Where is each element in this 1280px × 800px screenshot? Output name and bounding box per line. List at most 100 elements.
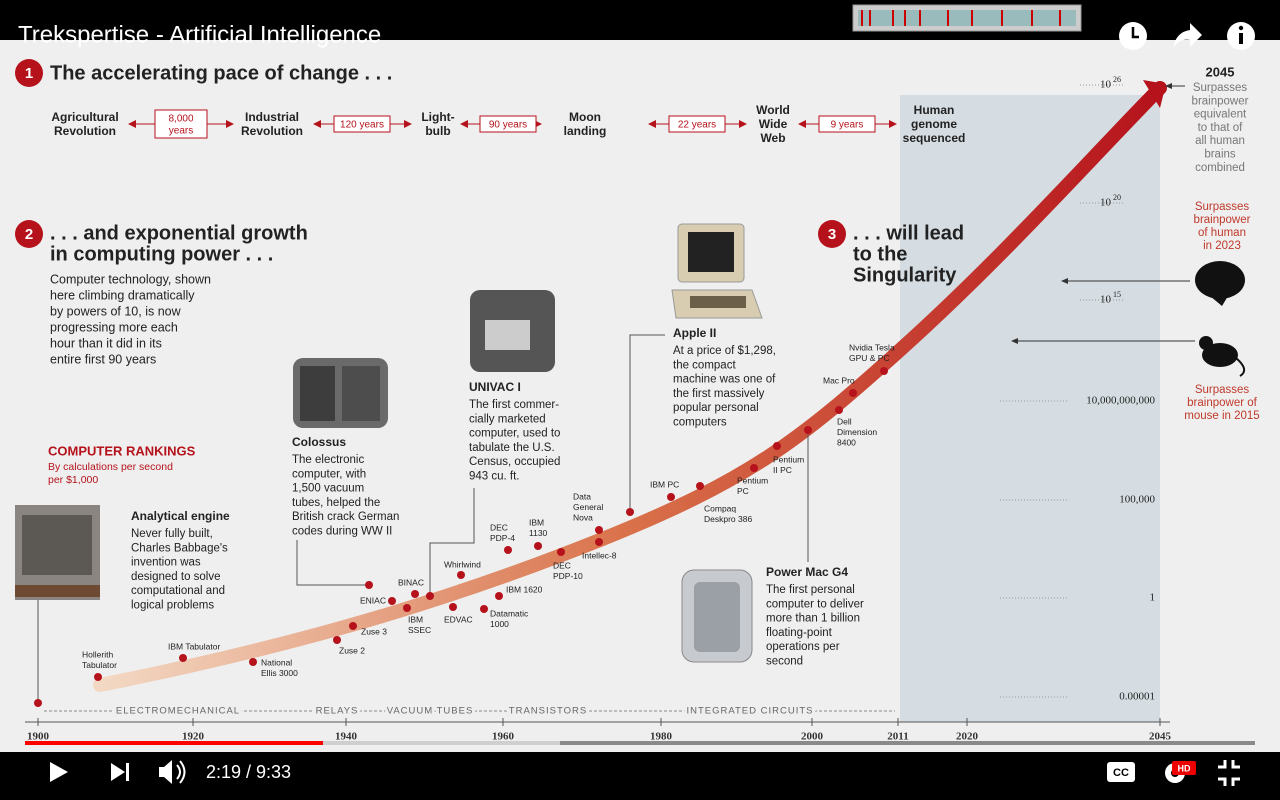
milestone: Industrial [245, 110, 299, 124]
interval-label: 90 years [489, 120, 527, 131]
callout-body: tubes, helped the [292, 497, 380, 509]
callout-name: Analytical engine [131, 509, 230, 523]
milestone-label: II PC [773, 465, 792, 475]
milestone-dot [333, 636, 341, 644]
callout-body: At a price of $1,298, [673, 345, 776, 357]
milestone: World [756, 103, 790, 117]
interval-box [668, 115, 726, 133]
milestone-dot [249, 658, 257, 666]
forecast-text: brainpower of [1187, 397, 1257, 409]
milestone-label: Dell [837, 416, 852, 426]
milestone: Wide [759, 117, 788, 131]
milestone-label: IBM [408, 614, 423, 624]
progress-played [25, 741, 323, 745]
callout-body: computer, used to [469, 428, 560, 440]
progress-track[interactable] [25, 741, 1255, 745]
milestone-label: GPU & PC [849, 353, 890, 363]
era-label: TRANSISTORS [509, 706, 587, 717]
y-axis-exponent: 26 [1113, 75, 1121, 84]
section-badge [15, 220, 43, 248]
era-label: INTEGRATED CIRCUITS [686, 706, 813, 717]
section-badge [818, 220, 846, 248]
time-display: 2:19 / 9:33 [206, 762, 291, 782]
settings-button[interactable] [1165, 761, 1196, 783]
milestone-dot [667, 493, 675, 501]
callout-body: The electronic [292, 454, 364, 466]
milestone-label: Nvidia Tesla [849, 342, 895, 352]
section-heading: to the [853, 243, 907, 265]
callout-body: cially marketed [469, 413, 546, 425]
volume-button[interactable] [159, 760, 186, 784]
milestone-label: Data [573, 491, 591, 501]
milestone-dot [557, 548, 565, 556]
callout-body: 943 cu. ft. [469, 471, 520, 483]
milestone-dot [179, 654, 187, 662]
milestone-label: BINAC [398, 577, 424, 587]
milestone-dot [835, 406, 843, 414]
milestone-label: SSEC [408, 625, 431, 635]
y-axis-label: 10 [1100, 79, 1112, 91]
rankings-subtitle: per $1,000 [48, 474, 98, 486]
milestone-label: Ellis 3000 [261, 668, 298, 678]
era-label: ELECTROMECHANICAL [116, 706, 240, 717]
growth-curve [93, 81, 1167, 692]
forecast-text: mouse in 2015 [1184, 410, 1259, 422]
milestone-label: Whirlwind [444, 559, 481, 569]
forecast-text: equivalent [1194, 109, 1247, 121]
milestone-dot [804, 426, 812, 434]
forecast-text: all human [1195, 135, 1245, 147]
control-bar [0, 752, 1280, 800]
milestone-dot [34, 699, 42, 707]
era-label: RELAYS [316, 706, 359, 717]
next-button[interactable] [111, 763, 129, 781]
milestone-label: Zuse 3 [361, 626, 387, 636]
callout-body: tabulate the U.S. [469, 442, 555, 454]
milestone-dot [495, 592, 503, 600]
callout-body: computer, with [292, 468, 366, 480]
exit-fullscreen-button[interactable] [1218, 760, 1240, 786]
callout-body: Never fully built, [131, 528, 213, 540]
share-button[interactable] [1173, 23, 1202, 48]
interval-label: 22 years [678, 120, 716, 131]
captions-button[interactable] [1107, 762, 1135, 782]
interval-box [154, 109, 208, 139]
leader [296, 540, 369, 586]
milestone: landing [564, 124, 607, 138]
milestone-label: DEC [490, 522, 508, 532]
callout-body: codes during WW II [292, 526, 392, 538]
future-region [900, 95, 1160, 722]
callout-body: The first personal [766, 584, 855, 596]
milestone-dot [411, 590, 419, 598]
milestone-dot [403, 604, 411, 612]
milestone: Agricultural [51, 110, 118, 124]
milestone-label: PDP-10 [553, 571, 583, 581]
forecast-text: combined [1195, 162, 1245, 174]
interval-label: 9 years [831, 120, 864, 131]
x-axis-label: 2045 [1149, 731, 1172, 743]
photo-power-mac [681, 569, 753, 663]
callout-name: Power Mac G4 [766, 565, 848, 579]
play-button[interactable] [50, 762, 68, 782]
milestone-label: PC [737, 486, 749, 496]
info-button[interactable] [1227, 22, 1255, 50]
milestone-label: Intellec-8 [582, 550, 617, 560]
milestone-label: IBM Tabulator [168, 641, 220, 651]
milestone-label: Pentium [773, 454, 804, 464]
callout-body: the compact [673, 359, 736, 371]
icon-brain [1195, 261, 1245, 306]
interval-label: 8,000 [168, 114, 193, 125]
milestone-label: PDP-4 [490, 533, 515, 543]
y-axis-label: 100,000 [1119, 494, 1155, 506]
forecast-text: to that of [1198, 122, 1244, 134]
section-body: by powers of 10, is now [50, 304, 182, 318]
milestone-label: Zuse 2 [339, 645, 365, 655]
callout-body: second [766, 656, 803, 668]
section-heading: . . . will lead [853, 222, 964, 244]
section-body: Computer technology, shown [50, 272, 211, 286]
milestone-dot [849, 389, 857, 397]
section-body: here climbing dramatically [50, 288, 195, 302]
forecast-text: Surpasses [1195, 201, 1250, 213]
milestone-label: ENIAC [360, 595, 386, 605]
watch-later-button[interactable] [1119, 22, 1147, 50]
